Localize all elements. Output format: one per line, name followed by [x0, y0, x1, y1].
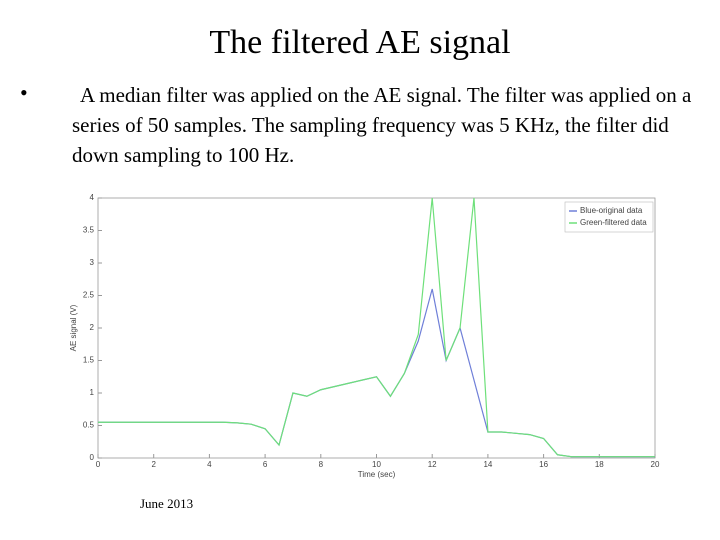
slide-title: The filtered AE signal — [209, 24, 511, 61]
x-tick-label: 12 — [428, 460, 437, 469]
x-tick-label: 4 — [207, 460, 212, 469]
y-axis-label: AE signal (V) — [69, 304, 78, 351]
y-tick-label: 1 — [90, 388, 95, 397]
x-tick-label: 6 — [263, 460, 268, 469]
y-tick-label: 2.5 — [83, 291, 95, 300]
x-tick-label: 10 — [372, 460, 381, 469]
x-tick-label: 14 — [483, 460, 492, 469]
legend-label: Green-filtered data — [580, 218, 647, 227]
legend-label: Blue-original data — [580, 206, 643, 215]
x-axis-label: Time (sec) — [358, 470, 396, 479]
x-tick-label: 18 — [595, 460, 604, 469]
x-tick-label: 8 — [319, 460, 324, 469]
plot-area — [97, 197, 656, 459]
y-tick-label: 2 — [90, 323, 95, 332]
y-tick-label: 1.5 — [83, 356, 95, 365]
bullet: • — [20, 80, 28, 105]
y-tick-label: 0 — [90, 453, 95, 462]
bullet-text: A median filter was applied on the AE si… — [72, 83, 692, 167]
x-tick-label: 2 — [151, 460, 156, 469]
y-tick-label: 4 — [90, 193, 95, 202]
y-tick-label: 3.5 — [83, 226, 95, 235]
series-line — [98, 288, 655, 458]
x-tick-label: 16 — [539, 460, 548, 469]
legend-box — [564, 201, 654, 233]
series-line — [98, 197, 655, 458]
footer-date: June 2013 — [140, 496, 194, 511]
x-tick-label: 0 — [96, 460, 101, 469]
y-tick-label: 0.5 — [83, 421, 95, 430]
y-tick-label: 3 — [90, 258, 95, 267]
x-tick-label: 20 — [651, 460, 660, 469]
